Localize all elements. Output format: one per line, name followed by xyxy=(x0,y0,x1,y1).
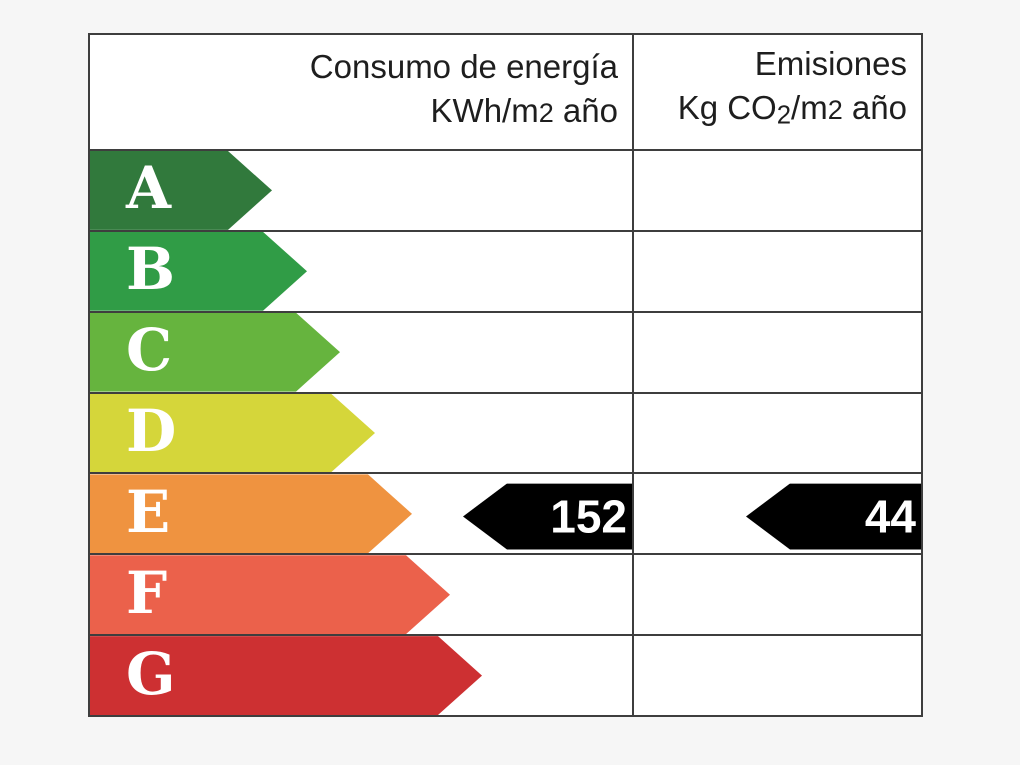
rating-row-d-consumption: D xyxy=(90,391,632,473)
rating-row-c-emissions xyxy=(632,310,921,392)
consumption-value: 152 xyxy=(550,490,627,543)
rating-row-a-emissions xyxy=(632,149,921,230)
consumption-header-line1: Consumo de energía xyxy=(309,48,618,85)
rating-letter-a: A xyxy=(126,154,172,223)
energy-efficiency-label: Consumo de energía KWh/m2 año Emisiones … xyxy=(88,33,923,717)
rating-bar-e: E xyxy=(90,474,412,553)
rating-row-g-emissions xyxy=(632,634,921,715)
consumption-column-header: Consumo de energía KWh/m2 año xyxy=(90,35,632,149)
rating-bar-g: G xyxy=(90,636,482,715)
rating-bar-c: C xyxy=(90,313,340,392)
rating-letter-d: D xyxy=(126,396,177,465)
rating-letter-g: G xyxy=(126,639,176,708)
rating-row-b-emissions xyxy=(632,229,921,311)
emissions-value-arrow: 44 xyxy=(746,483,921,550)
rating-letter-b: B xyxy=(126,235,176,304)
rating-row-f-emissions xyxy=(632,553,921,635)
rating-letter-f: F xyxy=(126,558,168,627)
rating-bar-a: A xyxy=(90,151,272,230)
rating-bar-f: F xyxy=(90,555,450,634)
consumption-value-arrow: 152 xyxy=(463,483,632,550)
rating-row-b-consumption: B xyxy=(90,229,632,311)
rating-row-f-consumption: F xyxy=(90,553,632,634)
consumption-header-line2: KWh/m2 año xyxy=(430,92,618,129)
emissions-column-header: Emisiones Kg CO2/m2 año xyxy=(632,35,921,149)
emissions-header-line2: Kg CO2/m2 año xyxy=(677,89,907,130)
rating-letter-c: C xyxy=(126,316,173,385)
rating-row-g-consumption: G xyxy=(90,634,632,715)
rating-row-d-emissions xyxy=(632,391,921,473)
rating-row-a-consumption: A xyxy=(90,149,632,230)
rating-bar-d: D xyxy=(90,394,375,473)
rating-row-c-consumption: C xyxy=(90,310,632,392)
emissions-header-line1: Emisiones xyxy=(754,45,907,83)
rating-row-e-consumption: E 152 xyxy=(90,472,632,553)
rating-row-e-emissions: 44 xyxy=(632,472,921,554)
emissions-value: 44 xyxy=(864,490,916,543)
rating-letter-e: E xyxy=(126,477,171,546)
rating-bar-b: B xyxy=(90,232,307,311)
